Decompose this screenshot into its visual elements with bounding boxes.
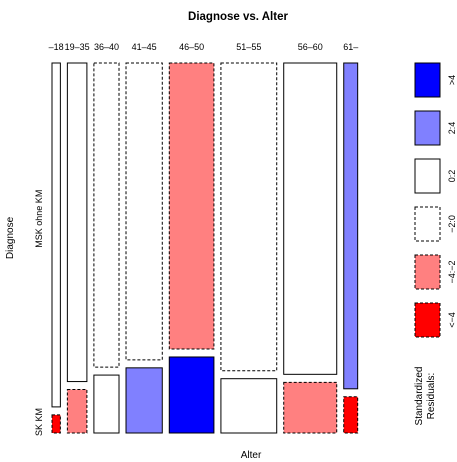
- mosaic-tile-1-km: [51, 414, 61, 434]
- mosaic-tiles: [51, 62, 359, 434]
- mosaic-tile-6-ohne-km: [220, 62, 278, 372]
- legend-label: 2:4: [447, 122, 457, 135]
- chart-title: Diagnose vs. Alter: [188, 11, 288, 23]
- age-tick-label: 56–60: [298, 42, 323, 52]
- mosaic-tile-1-ohne-km: [51, 62, 61, 408]
- mosaic-tile-2-km: [66, 389, 88, 434]
- mosaic-tile-6-km: [220, 378, 278, 434]
- mosaic-tile-5-ohne-km: [168, 62, 215, 350]
- diagnosis-tick-labels: MSK ohne KM SK KM: [34, 190, 44, 436]
- age-tick-label: 51–55: [236, 42, 261, 52]
- mosaic-tile-7-km: [283, 381, 338, 434]
- age-tick-label: 61–: [343, 42, 358, 52]
- legend-label: <−4: [447, 312, 457, 328]
- legend-swatch: [414, 62, 441, 98]
- mosaic-tile-2-ohne-km: [66, 62, 88, 383]
- age-tick-label: 41–45: [132, 42, 157, 52]
- legend-label: −2:0: [447, 215, 457, 233]
- y-axis-label: Diagnose: [5, 216, 16, 259]
- legend: >4 2:4 0:2 −2:0 −4:−2 <−4 Standardized Residual…: [414, 62, 457, 426]
- x-axis-label: Alter: [241, 450, 262, 461]
- legend-swatch: [414, 206, 441, 242]
- mosaic-tile-4-ohne-km: [125, 62, 163, 361]
- legend-title: Standardized: [414, 367, 425, 426]
- legend-swatch: [414, 302, 441, 338]
- legend-label: 0:2: [447, 170, 457, 183]
- legend-swatch: [414, 254, 441, 290]
- age-tick-label: 46–50: [179, 42, 204, 52]
- mosaic-tile-7-ohne-km: [283, 62, 338, 375]
- mosaic-tile-8-km: [343, 396, 359, 434]
- diagnosis-tick-label: SK KM: [34, 408, 44, 436]
- mosaic-tile-4-km: [125, 367, 163, 434]
- legend-label: −4:−2: [447, 260, 457, 283]
- legend-label: >4: [447, 75, 457, 85]
- mosaic-tile-3-km: [93, 374, 120, 434]
- age-tick-labels: –18 19–35 36–40 41–45 46–50 51–55 56–60 61–: [49, 42, 359, 52]
- diagnosis-tick-label: MSK ohne KM: [34, 190, 44, 248]
- age-tick-label: 36–40: [94, 42, 119, 52]
- mosaic-tile-8-ohne-km: [343, 62, 359, 390]
- legend-swatch: [414, 110, 441, 146]
- age-tick-label: 19–35: [65, 42, 90, 52]
- legend-title: Residuals:: [426, 373, 437, 420]
- mosaic-tile-3-ohne-km: [93, 62, 120, 368]
- mosaic-tile-5-km: [168, 356, 215, 434]
- legend-swatch: [414, 158, 441, 194]
- age-tick-label: –18: [49, 42, 64, 52]
